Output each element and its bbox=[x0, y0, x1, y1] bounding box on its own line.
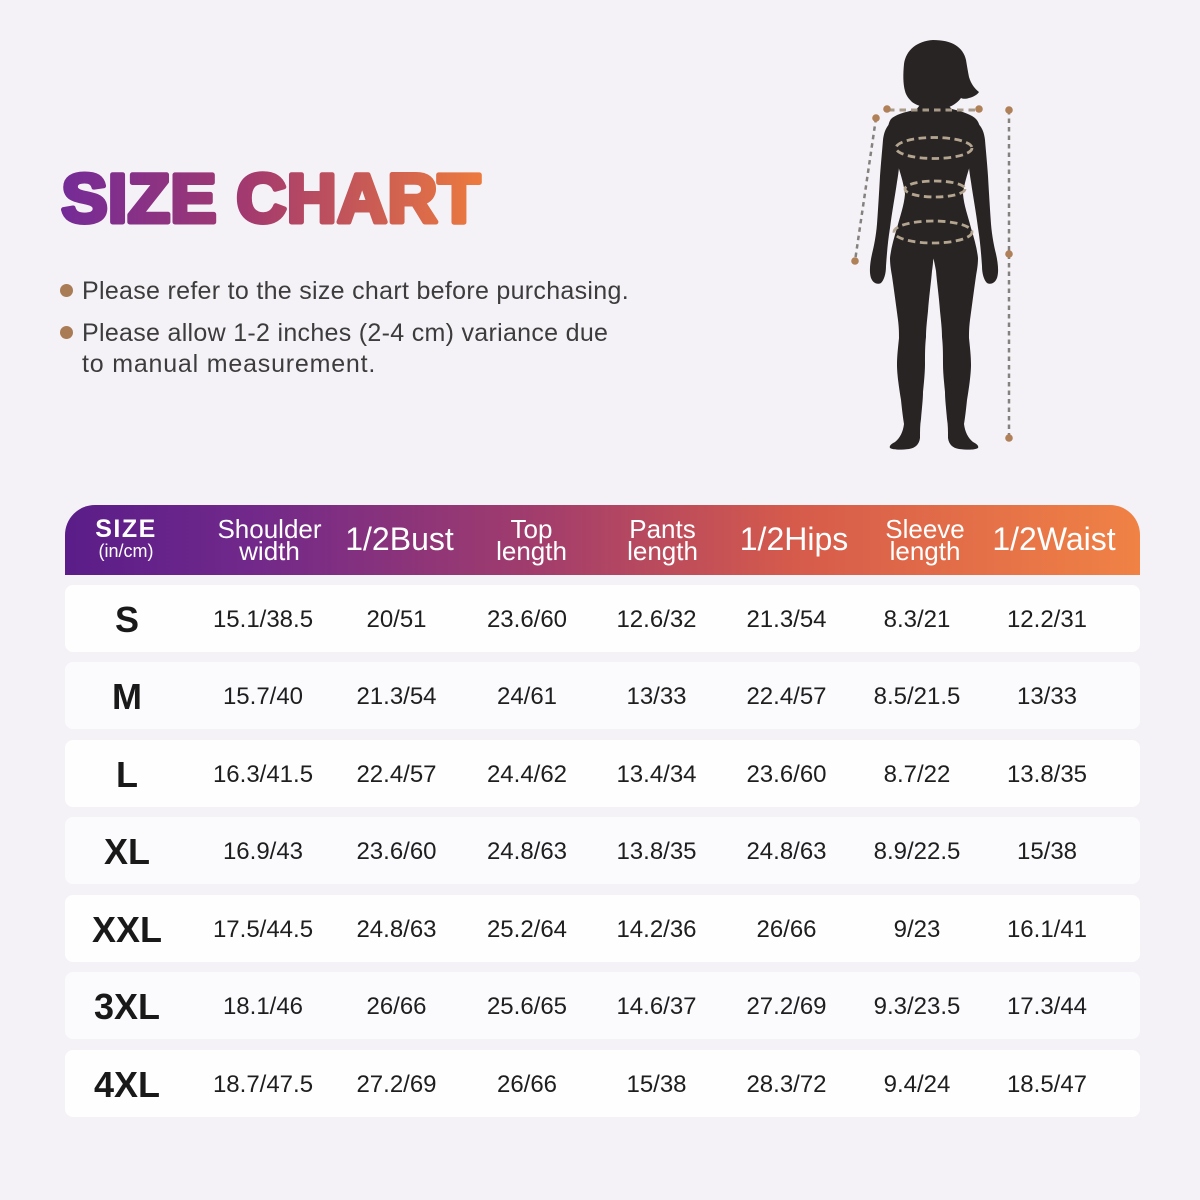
svg-text:SIZE CHART: SIZE CHART bbox=[62, 160, 481, 237]
